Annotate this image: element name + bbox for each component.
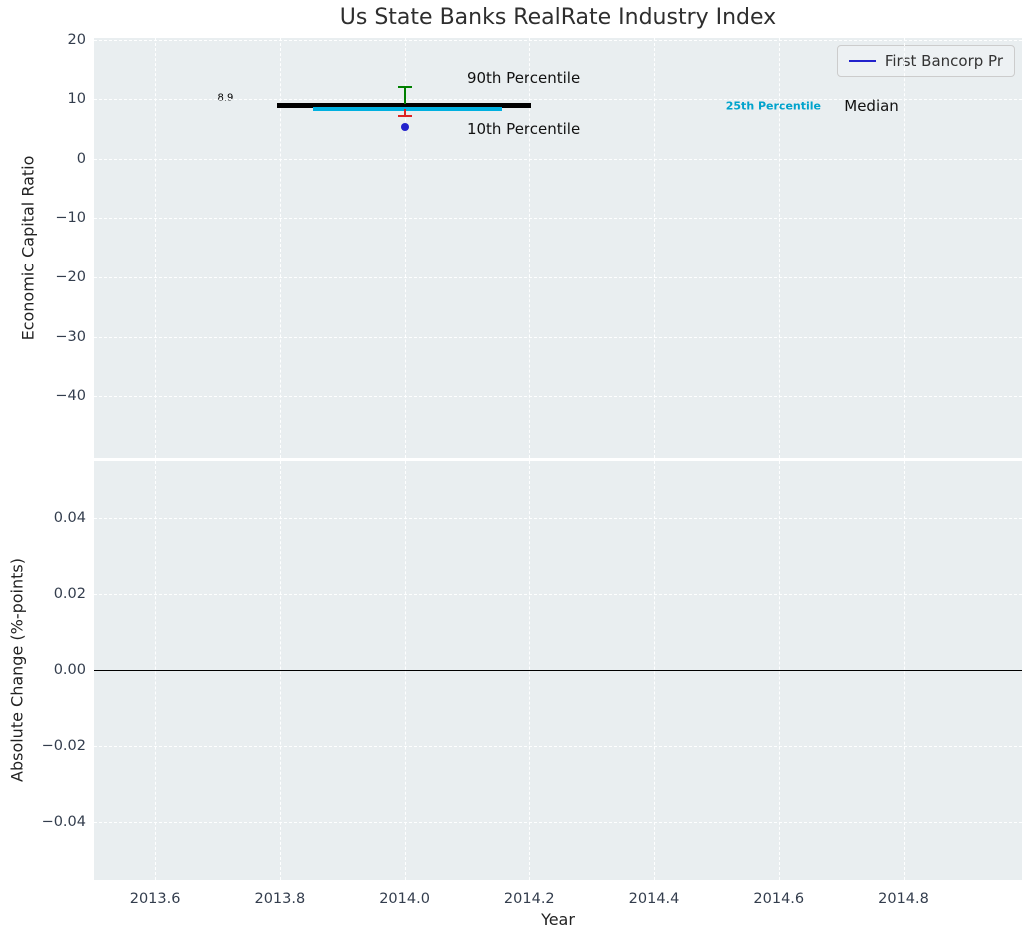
gridline-horizontal [94,158,1022,160]
p90-percentile-label: 90th Percentile [466,69,581,88]
y-tick-label: 0.00 [53,661,86,678]
gridline-vertical [279,38,281,458]
gridline-horizontal [94,39,1022,41]
x-tick-label: 2014.0 [379,891,430,907]
y-tick-label: 0.04 [53,509,86,526]
gridline-horizontal [94,593,1022,595]
x-tick-label: 2014.8 [878,891,929,907]
y-tick-label: 0 [76,150,86,167]
median-label: Median [844,97,899,116]
chart-title: Us State Banks RealRate Industry Index [339,5,777,30]
x-tick-label: 2013.6 [129,891,181,907]
y-tick-label: −0.02 [41,737,86,754]
gridline-vertical [903,38,905,458]
legend-series-label: First Bancorp Pr [884,52,1003,70]
x-tick-label: 2013.8 [254,891,306,907]
gridline-vertical [404,38,406,458]
gridline-horizontal [94,218,1022,219]
gridline-vertical [529,38,531,458]
gridline-horizontal [94,517,1022,519]
y-tick-label: −10 [55,210,86,226]
gridline-horizontal [94,396,1022,398]
x-axis-label: Year [541,910,575,929]
legend-line-sample [848,60,876,62]
median-value-label: 8.9 [217,92,234,104]
gridline-vertical [155,38,157,458]
x-tick-label: 2014.6 [753,891,805,907]
zero-reference-line [94,669,1022,671]
p10-percentile-label: 10th Percentile [466,119,581,138]
90th-percentile-error-cap [397,86,412,89]
y-tick-label: 20 [67,31,86,48]
y-tick-label: −20 [55,269,86,286]
x-tick-label: 2014.4 [628,891,680,907]
gridline-horizontal [94,745,1022,747]
y-tick-label: 10 [67,91,86,108]
y-tick-label: 0.02 [53,585,86,602]
gridline-horizontal [94,336,1022,338]
y-axis-label-top: Economic Capital Ratio [18,155,38,341]
bottom-axes-absolute-change [94,461,1022,880]
legend: First Bancorp Pr [836,45,1015,77]
y-tick-label: −30 [55,328,86,345]
gridline-horizontal [94,277,1022,279]
25th-percentile-line [312,107,502,112]
first-bancorp-pr-point [400,122,409,131]
y-tick-label: −0.04 [41,813,86,830]
10th-percentile-error-cap [397,115,412,118]
gridline-horizontal [94,99,1022,101]
median-line [276,103,532,109]
gridline-vertical [654,38,656,458]
y-tick-label: −40 [55,388,86,405]
top-axes-economic-capital-ratio: 8.9 90th Percentile 10th Percentile 25th… [94,38,1022,458]
90th-percentile-error-stem [403,87,406,104]
10th-percentile-error-stem [403,109,406,117]
gridline-horizontal [94,821,1022,823]
x-tick-label: 2014.2 [503,891,555,907]
p25-percentile-label: 25th Percentile [725,99,821,113]
gridline-vertical [778,38,780,458]
